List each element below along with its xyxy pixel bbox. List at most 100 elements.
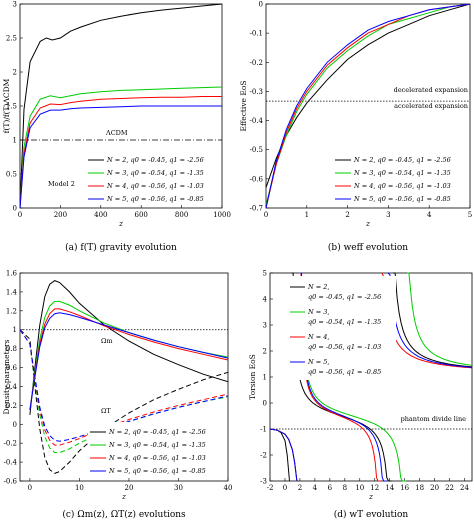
panel-a-ytick-label: 0	[13, 205, 17, 213]
panel-a-ytick-label: 3	[13, 1, 17, 9]
panel-d-series-line	[387, 272, 473, 368]
panel-c-omega-m-line	[29, 308, 229, 411]
panel-c-xtick-label: 40	[224, 484, 233, 492]
panel-c-ytick-label: 0.8	[6, 345, 17, 353]
panel-b-xtick-label: 1	[305, 211, 309, 219]
panel-a-ytick-label: 1.5	[6, 103, 17, 111]
panel-a-legend: N = 2, q0 = -0.45, q1 = -2.56 N = 3, q0 …	[86, 151, 220, 205]
panel-b-ytick-label: -0.5	[250, 146, 264, 154]
legend-box	[333, 151, 468, 205]
panel-a-annotation-model: Model 2	[48, 180, 75, 188]
legend-label: N = 4, q0 = -0.56, q1 = -1.03	[108, 454, 206, 462]
panel-d-series-line	[299, 272, 381, 482]
legend-label: N = 5, q0 = -0.56, q1 = -0.85	[353, 195, 451, 203]
panel-b-xtick-label: 2	[345, 211, 349, 219]
panel-d-series-line	[407, 272, 473, 366]
panel-b-xlabel: z	[365, 219, 370, 228]
legend-label: N = 2,	[307, 283, 329, 291]
legend-label: N = 2, q0 = -0.45, q1 = -2.56	[108, 428, 206, 436]
legend-label: N = 2, q0 = -0.45, q1 = -2.56	[353, 156, 451, 164]
panel-a-annotation-lcdm: ΛCDM	[105, 129, 128, 137]
panel-c-frame	[19, 272, 229, 482]
panel-c-ytick-label: 1.2	[6, 307, 17, 315]
panel-b-xtick-label: 5	[468, 211, 472, 219]
legend-label: N = 5,	[307, 358, 329, 366]
panel-b-xtick-label: 0	[264, 211, 268, 219]
panel-d-series-line	[393, 272, 473, 368]
panel-c-omega-m-line	[29, 312, 229, 411]
panel-a-ytick-label: 2.5	[6, 35, 17, 43]
panel-d-xtick-label: 4	[313, 484, 318, 492]
legend-label: N = 4, q0 = -0.56, q1 = -1.03	[106, 182, 204, 190]
panel-a-xtick-label: 1000	[213, 211, 231, 219]
legend-label: N = 3, q0 = -0.54, q1 = -1.35	[106, 169, 204, 177]
panel-d-xtick-label: 24	[460, 484, 469, 492]
panel-b-ytick-label: -0.3	[250, 88, 264, 96]
legend-label: q0 = -0.56, q1 = -0.85	[308, 368, 381, 376]
panel-c-xtick-label: 10	[75, 484, 84, 492]
panel-d-ylabel: Torsion EoS	[248, 354, 257, 400]
panel-d-series-line	[299, 272, 406, 482]
panel-a-xtick-label: 0	[18, 211, 22, 219]
panel-c-xtick-label: 20	[124, 484, 133, 492]
panel-c-omega-t-line	[19, 329, 229, 474]
legend-label: N = 5, q0 = -0.56, q1 = -0.85	[106, 195, 204, 203]
panel-c-legend: N = 2, q0 = -0.45, q1 = -2.56 N = 3, q0 …	[88, 422, 226, 478]
panel-d-xtick-label: 18	[415, 484, 424, 492]
panel-d-ytick-label: -3	[260, 478, 267, 486]
legend-box	[288, 276, 396, 380]
panel-d-xtick-label: 14	[385, 484, 394, 492]
panel-a-series-line	[19, 96, 222, 209]
legend-label: N = 3, q0 = -0.54, q1 = -1.35	[108, 441, 206, 449]
panel-d-annotation-phantom: phantom divide line	[401, 415, 467, 423]
legend-label: N = 3,	[307, 308, 329, 316]
panel-c-ytick-label: 1.6	[6, 270, 18, 278]
panel-c-xlabel: z	[121, 492, 126, 501]
panel-b-series-line	[265, 3, 471, 209]
panel-a-ytick-label: 2	[13, 69, 17, 77]
panel-d-ytick-label: 3	[263, 322, 267, 330]
panel-a-ylabel: f(T)/f(T)ΛCDM	[2, 78, 11, 133]
panel-d-series-line	[291, 272, 392, 482]
panel-c-ytick-label: 0.4	[6, 383, 18, 391]
panel-b-annotation-decel: decelerated expansion	[394, 86, 468, 94]
panel-b-xtick-label: 4	[427, 211, 432, 219]
panel-c-annotation-omega-m: Ωm	[101, 337, 113, 345]
panel-c-ytick-label: -0.6	[4, 478, 18, 486]
panel-a-series-line	[19, 105, 222, 209]
panel-d-ytick-label: 5	[263, 270, 267, 278]
panel-b-annotation-accel: accelerated expansion	[394, 102, 468, 110]
panel-c-omega-m-line	[29, 300, 229, 411]
legend-label: N = 3, q0 = -0.54, q1 = -1.35	[353, 169, 451, 177]
panel-c-ylabel: Density parameters	[2, 339, 11, 414]
panel-d-ytick-label: 2	[263, 348, 267, 356]
panel-a-caption: (a) f(T) gravity evolution	[65, 242, 177, 253]
panel-b-legend: N = 2, q0 = -0.45, q1 = -2.56 N = 3, q0 …	[333, 151, 468, 205]
panel-b-caption: (b) weff evolution	[328, 242, 408, 253]
panel-b-frame	[265, 3, 471, 209]
legend-label: q0 = -0.56, q1 = -1.03	[308, 343, 381, 351]
panel-d-ytick-label: -1	[260, 426, 267, 434]
legend-box	[86, 151, 220, 205]
panel-c-ytick-label: -0.2	[4, 440, 18, 448]
panel-c-xtick-label: 30	[174, 484, 183, 492]
panel-c-annotation-omega-t: ΩT	[101, 407, 111, 415]
legend-label: N = 4, q0 = -0.56, q1 = -1.03	[353, 182, 451, 190]
panel-d-caption: (d) wT evolution	[334, 509, 409, 520]
panel-d-xtick-label: -2	[267, 484, 274, 492]
panel-d-xtick-label: 0	[283, 484, 287, 492]
legend-label: q0 = -0.45, q1 = -2.56	[308, 293, 381, 301]
panel-b-ytick-label: -0.6	[250, 175, 264, 183]
panel-c-omega-m-line	[29, 280, 229, 415]
panel-d-xtick-label: 10	[355, 484, 364, 492]
panel-b-ylabel: Effective EoS	[239, 80, 248, 131]
panel-d-series-line	[269, 428, 298, 482]
panel-b-xtick-label: 3	[386, 211, 390, 219]
legend-label: N = 4,	[307, 333, 329, 341]
panel-d-xtick-label: 12	[370, 484, 379, 492]
panel-d-series-line	[300, 272, 387, 482]
panel-b-ytick-label: -0.4	[250, 117, 264, 125]
panel-b-ytick-label: -0.7	[250, 205, 264, 213]
panel-c-ytick-label: 0.2	[6, 402, 17, 410]
